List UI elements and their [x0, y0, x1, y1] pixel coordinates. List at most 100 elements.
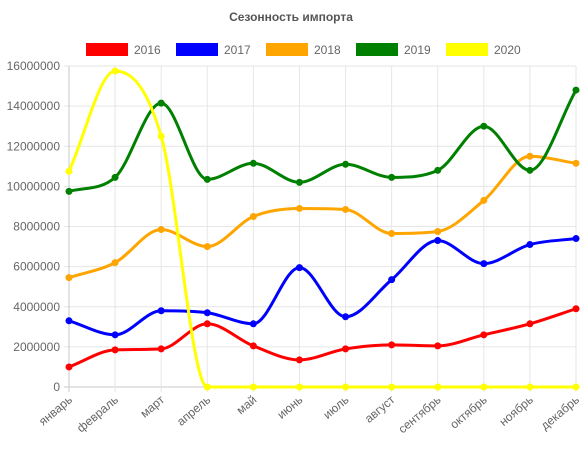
data-point-2018[interactable]	[111, 259, 119, 267]
data-point-2020[interactable]	[111, 67, 119, 75]
x-tick-label: октябрь	[447, 393, 490, 432]
x-tick-label: ноябрь	[496, 393, 535, 429]
data-point-2017[interactable]	[434, 237, 442, 245]
data-point-2018[interactable]	[157, 226, 165, 234]
data-point-2019[interactable]	[157, 99, 165, 107]
data-point-2020[interactable]	[249, 383, 257, 391]
data-point-2019[interactable]	[249, 159, 257, 167]
data-point-2017[interactable]	[249, 320, 257, 328]
data-point-2020[interactable]	[295, 383, 303, 391]
data-point-2020[interactable]	[388, 383, 396, 391]
data-point-2016[interactable]	[572, 305, 580, 313]
data-point-2018[interactable]	[342, 205, 350, 213]
data-point-2018[interactable]	[203, 243, 211, 251]
data-point-2017[interactable]	[342, 313, 350, 321]
series-2020	[65, 67, 580, 391]
x-tick-label: февраль	[74, 393, 121, 436]
data-point-2018[interactable]	[526, 152, 534, 160]
y-tick-label: 14000000	[7, 99, 61, 113]
data-point-2019[interactable]	[295, 178, 303, 186]
data-point-2016[interactable]	[434, 342, 442, 350]
data-point-2017[interactable]	[65, 317, 73, 325]
x-tick-label: декабрь	[538, 393, 582, 433]
data-point-2020[interactable]	[480, 383, 488, 391]
y-tick-label: 2000000	[13, 340, 60, 354]
data-point-2019[interactable]	[342, 160, 350, 168]
data-point-2017[interactable]	[572, 235, 580, 243]
data-point-2018[interactable]	[65, 274, 73, 282]
legend-label: 2016	[134, 43, 161, 57]
data-point-2016[interactable]	[480, 331, 488, 339]
data-point-2018[interactable]	[388, 230, 396, 238]
data-point-2019[interactable]	[203, 175, 211, 183]
data-point-2016[interactable]	[65, 363, 73, 371]
chart-title: Сезонность импорта	[229, 10, 353, 24]
data-point-2019[interactable]	[111, 173, 119, 181]
data-point-2016[interactable]	[203, 320, 211, 328]
data-point-2018[interactable]	[295, 204, 303, 212]
data-point-2017[interactable]	[526, 241, 534, 249]
x-tick-label: июнь	[274, 393, 305, 422]
legend-swatch	[86, 43, 128, 56]
data-point-2017[interactable]	[203, 309, 211, 317]
data-point-2018[interactable]	[480, 196, 488, 204]
data-point-2019[interactable]	[65, 187, 73, 195]
data-point-2019[interactable]	[572, 86, 580, 94]
data-point-2019[interactable]	[526, 166, 534, 174]
y-tick-label: 4000000	[13, 300, 60, 314]
data-point-2020[interactable]	[526, 383, 534, 391]
legend-item-2016[interactable]: 2016	[86, 43, 161, 57]
data-point-2017[interactable]	[388, 276, 396, 284]
y-tick-label: 10000000	[7, 179, 61, 193]
series-group	[65, 67, 580, 391]
x-tick-label: март	[138, 392, 168, 420]
legend-label: 2018	[314, 43, 341, 57]
data-point-2020[interactable]	[572, 383, 580, 391]
data-point-2016[interactable]	[388, 341, 396, 349]
data-point-2020[interactable]	[157, 132, 165, 140]
legend-item-2019[interactable]: 2019	[356, 43, 431, 57]
data-point-2016[interactable]	[342, 345, 350, 353]
x-tick-label: апрель	[174, 393, 213, 429]
data-point-2019[interactable]	[434, 166, 442, 174]
data-point-2019[interactable]	[388, 173, 396, 181]
series-2016	[65, 305, 580, 371]
legend-item-2017[interactable]: 2017	[176, 43, 251, 57]
data-point-2018[interactable]	[249, 212, 257, 220]
data-point-2020[interactable]	[342, 383, 350, 391]
data-point-2017[interactable]	[480, 260, 488, 268]
series-line-2016	[67, 307, 578, 369]
data-point-2020[interactable]	[203, 383, 211, 391]
x-tick-label: июль	[320, 393, 351, 422]
y-tick-label: 8000000	[13, 220, 60, 234]
data-point-2017[interactable]	[111, 331, 119, 339]
data-point-2016[interactable]	[111, 346, 119, 354]
y-tick-label: 16000000	[7, 59, 61, 73]
data-point-2016[interactable]	[295, 356, 303, 364]
legend-item-2018[interactable]: 2018	[266, 43, 341, 57]
y-tick-label: 6000000	[13, 260, 60, 274]
data-point-2020[interactable]	[434, 383, 442, 391]
data-point-2016[interactable]	[249, 342, 257, 350]
y-tick-label: 0	[53, 380, 60, 394]
data-point-2017[interactable]	[157, 307, 165, 315]
x-axis: январь февраль март апрель май июнь июль август…	[36, 392, 582, 436]
data-point-2017[interactable]	[295, 264, 303, 272]
legend-swatch	[176, 43, 218, 56]
data-point-2018[interactable]	[572, 159, 580, 167]
series-line-2019	[67, 88, 578, 193]
data-point-2016[interactable]	[157, 345, 165, 353]
data-point-2019[interactable]	[480, 122, 488, 130]
legend: 2016 2017 2018 2019 2020	[86, 43, 521, 57]
data-point-2020[interactable]	[65, 167, 73, 175]
gridlines	[64, 65, 577, 392]
legend-swatch	[266, 43, 308, 56]
legend-swatch	[446, 43, 488, 56]
legend-label: 2019	[404, 43, 431, 57]
series-line-2017	[67, 237, 578, 337]
legend-item-2020[interactable]: 2020	[446, 43, 521, 57]
data-point-2018[interactable]	[434, 228, 442, 236]
data-point-2016[interactable]	[526, 320, 534, 328]
